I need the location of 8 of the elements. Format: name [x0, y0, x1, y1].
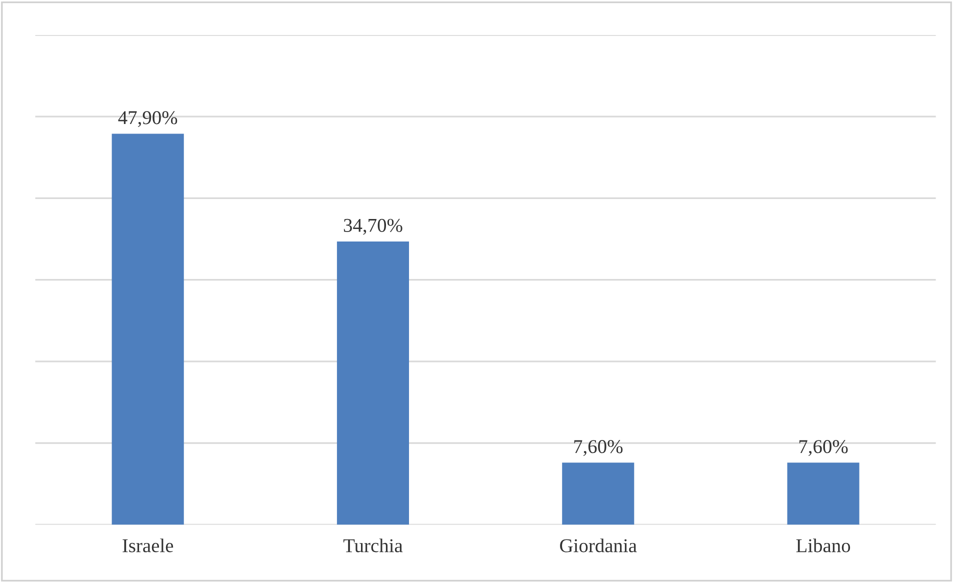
x-tick-label: Turchia	[343, 538, 403, 552]
x-tick-label: Giordania	[560, 538, 637, 552]
data-label: 47,90%	[118, 111, 178, 128]
data-label: 7,60%	[574, 440, 623, 456]
x-tick-label: Libano	[796, 538, 850, 552]
x-tick-label: Israele	[122, 538, 174, 552]
data-label: 7,60%	[799, 440, 848, 456]
data-label: 34,70%	[344, 218, 402, 235]
